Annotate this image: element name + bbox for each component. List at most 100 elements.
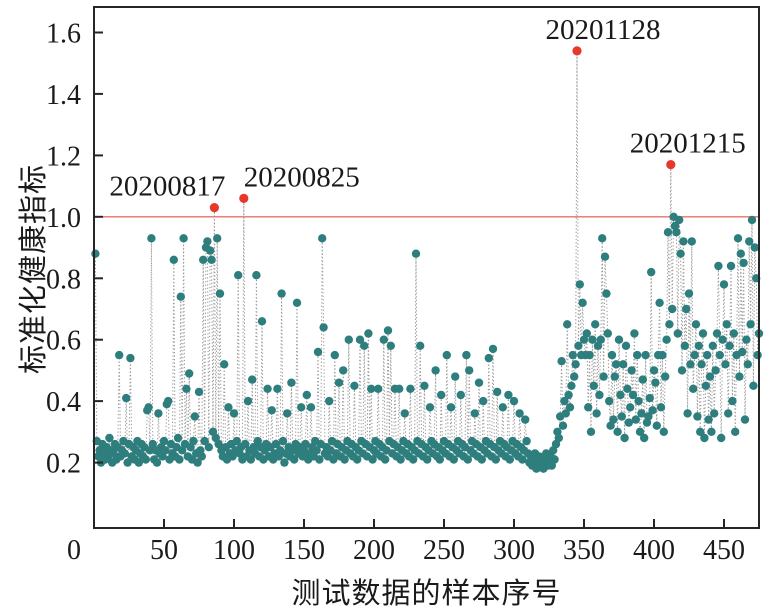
data-point: [658, 350, 667, 360]
anomaly-label: 20200825: [244, 161, 360, 193]
data-point: [621, 341, 631, 350]
data-point: [605, 396, 614, 406]
data-point: [423, 455, 432, 464]
x-tick-label: 200: [353, 535, 395, 566]
data-point: [575, 280, 584, 289]
x-tick-label: 350: [563, 535, 605, 566]
data-point: [367, 384, 376, 393]
data-point: [578, 298, 587, 307]
data-point: [609, 415, 618, 424]
data-point: [437, 390, 446, 400]
data-point: [522, 436, 531, 446]
data-point: [189, 436, 198, 446]
data-point: [234, 271, 243, 280]
data-point: [355, 335, 365, 344]
x-axis-title: 测试数据的样本序号: [291, 578, 562, 610]
x-tick-label: 100: [213, 535, 255, 566]
data-point: [620, 433, 629, 443]
data-point: [607, 350, 617, 360]
data-point: [647, 267, 656, 277]
data-point: [176, 292, 185, 301]
data-point: [91, 249, 100, 258]
data-point: [182, 384, 191, 393]
data-point: [353, 455, 362, 464]
data-point: [292, 298, 302, 307]
data-point: [400, 409, 409, 418]
data-point: [742, 335, 751, 344]
data-point: [257, 317, 267, 326]
data-point: [164, 396, 173, 406]
y-tick-label: 1.4: [46, 80, 81, 111]
data-point: [232, 436, 241, 446]
data-point: [134, 458, 143, 467]
data-point: [649, 366, 659, 375]
y-axis-title: 标准化健康指标: [18, 164, 50, 375]
data-point: [554, 433, 563, 443]
data-point: [339, 366, 348, 375]
data-point: [381, 455, 390, 464]
data-point: [193, 458, 202, 467]
data-point: [682, 304, 691, 314]
data-point: [449, 455, 458, 464]
data-point: [684, 289, 694, 298]
data-point: [120, 449, 129, 458]
data-point: [687, 237, 696, 246]
data-point: [319, 323, 328, 332]
data-point: [690, 350, 699, 360]
data-point: [312, 446, 321, 455]
y-tick-label: 1.2: [46, 141, 81, 172]
data-point: [698, 329, 708, 338]
x-tick-label: 0: [67, 535, 81, 566]
data-point: [340, 455, 349, 464]
data-point: [728, 396, 737, 406]
data-point: [179, 234, 188, 243]
x-tick-label: 50: [150, 535, 178, 566]
data-point: [749, 381, 758, 390]
data-point: [599, 372, 608, 381]
data-point: [704, 415, 713, 424]
data-point: [707, 427, 716, 436]
data-point: [199, 255, 208, 264]
data-point: [491, 455, 500, 464]
data-point: [686, 360, 695, 369]
data-point: [175, 455, 184, 464]
data-point: [169, 255, 178, 264]
data-point: [729, 329, 738, 338]
data-point: [465, 366, 474, 375]
data-point: [564, 390, 573, 400]
data-point: [206, 246, 215, 255]
data-point: [612, 360, 621, 369]
data-point: [484, 353, 493, 363]
data-point: [633, 350, 642, 360]
data-point: [634, 396, 643, 406]
data-point: [141, 455, 150, 464]
data-point: [409, 455, 418, 464]
data-point: [710, 409, 719, 418]
data-point: [152, 458, 162, 467]
data-point: [623, 384, 632, 393]
data-point: [708, 341, 717, 350]
data-point: [416, 341, 425, 350]
data-point: [668, 304, 677, 314]
data-point: [691, 320, 701, 329]
data-point: [683, 409, 692, 418]
data-point: [273, 384, 282, 393]
data-point: [714, 261, 723, 271]
data-point: [697, 360, 706, 369]
data-point: [644, 412, 653, 421]
data-point: [318, 234, 327, 243]
data-point: [203, 237, 212, 246]
data-point: [567, 381, 576, 390]
x-tick-label: 300: [493, 535, 535, 566]
data-point: [147, 234, 156, 243]
data-point: [442, 350, 451, 360]
data-point: [722, 320, 731, 329]
data-point: [306, 403, 316, 412]
x-tick-label: 450: [703, 535, 745, 566]
data-point: [204, 443, 213, 452]
data-point: [589, 381, 598, 390]
data-point: [515, 409, 524, 418]
data-point: [498, 403, 507, 412]
data-point: [696, 427, 705, 436]
